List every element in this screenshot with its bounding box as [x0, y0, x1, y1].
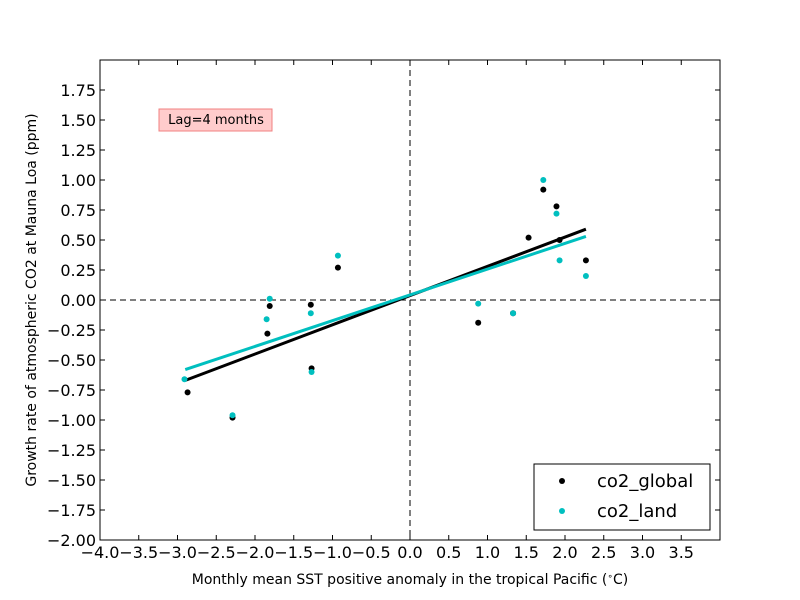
- y-tick-label: −1.25: [47, 441, 96, 460]
- y-tick-label: 0.25: [60, 261, 96, 280]
- point-co2-land: [553, 210, 560, 217]
- y-tick-label: −1.00: [47, 411, 96, 430]
- point-co2-global: [264, 330, 271, 337]
- y-tick-label: −1.75: [47, 501, 96, 520]
- legend-marker-co2-land: [559, 508, 565, 514]
- point-co2-global: [184, 389, 191, 396]
- x-tick-label: −1.0: [313, 543, 352, 562]
- x-tick-label: −4.0: [81, 543, 120, 562]
- point-co2-land: [556, 257, 563, 264]
- y-tick-label: −2.00: [47, 531, 96, 550]
- y-tick-label: 0.75: [60, 201, 96, 220]
- x-axis: −4.0 −3.5 −3.0 −2.5 −2.0 −1.5 −1.0 −0.5 0.0 0.5 1.…: [81, 60, 694, 562]
- point-co2-global: [475, 319, 482, 326]
- point-co2-global: [582, 257, 589, 264]
- annotation-box: [158, 108, 273, 132]
- point-co2-global: [307, 301, 314, 308]
- legend-label-co2-land: co2_land: [597, 501, 677, 522]
- point-co2-land: [510, 310, 517, 317]
- point-co2-land: [334, 252, 341, 259]
- y-tick-label: 1.25: [60, 141, 96, 160]
- point-co2-land: [540, 177, 547, 183]
- x-tick-label: 3.5: [669, 543, 694, 562]
- point-co2-land: [582, 273, 589, 279]
- x-tick-label: −2.5: [197, 543, 236, 562]
- legend-marker-co2-global: [559, 478, 565, 484]
- y-tick-label: 1.75: [60, 81, 96, 100]
- annotation-text: Lag=4 months: [168, 113, 264, 128]
- point-co2-global: [525, 234, 532, 241]
- x-tick-label: 2.5: [591, 543, 616, 562]
- point-co2-land: [475, 300, 482, 307]
- y-tick-label: −0.50: [47, 351, 96, 370]
- fit-lines: [184, 227, 587, 382]
- x-tick-label: 0.5: [436, 543, 461, 562]
- x-tick-label: 1.5: [514, 543, 539, 562]
- scatter-points: [181, 177, 589, 421]
- legend: co2_global co2_land: [533, 463, 711, 531]
- y-tick-label: 0.50: [60, 231, 96, 250]
- point-co2-global: [553, 203, 560, 210]
- fit-line-co2-land: [184, 234, 587, 372]
- point-co2-land: [266, 295, 273, 302]
- point-co2-global: [540, 186, 547, 193]
- point-co2-land: [307, 310, 314, 317]
- legend-label-co2-global: co2_global: [597, 471, 693, 492]
- y-tick-label: −1.50: [47, 471, 96, 490]
- fit-line-co2-global: [184, 227, 587, 382]
- reference-lines: [100, 60, 720, 540]
- x-tick-label: −2.0: [236, 543, 275, 562]
- y-tick-label: 1.50: [60, 111, 96, 130]
- x-tick-label: 2.0: [552, 543, 577, 562]
- legend-box: [533, 463, 711, 531]
- point-co2-land: [263, 316, 270, 323]
- x-tick-label: 3.0: [630, 543, 655, 562]
- point-co2-global: [556, 237, 563, 243]
- x-tick-label: −3.5: [119, 543, 158, 562]
- x-tick-label: 1.0: [475, 543, 500, 562]
- x-tick-label: −1.5: [274, 543, 313, 562]
- y-tick-label: −0.25: [47, 321, 96, 340]
- y-tick-label: −0.75: [47, 381, 96, 400]
- y-tick-label: 1.00: [60, 171, 96, 190]
- x-tick-label: −3.0: [158, 543, 197, 562]
- lag-annotation: Lag=4 months: [158, 108, 273, 132]
- point-co2-land: [308, 369, 315, 375]
- y-tick-label: 0.00: [60, 291, 96, 310]
- y-axis-title: Growth rate of atmospheric CO2 at Mauna …: [24, 113, 40, 486]
- y-axis: −2.00 −1.75 −1.50 −1.25 −1.00 −0.75 −0.50 −0.25…: [47, 81, 720, 550]
- plot-area: [99, 59, 721, 541]
- point-co2-global: [334, 264, 341, 271]
- x-tick-label: 0.0: [397, 543, 422, 562]
- point-co2-global: [266, 303, 273, 309]
- point-co2-land: [229, 412, 236, 419]
- point-co2-land: [181, 376, 188, 383]
- x-axis-title: Monthly mean SST positive anomaly in the…: [192, 572, 629, 588]
- x-tick-label: −0.5: [352, 543, 391, 562]
